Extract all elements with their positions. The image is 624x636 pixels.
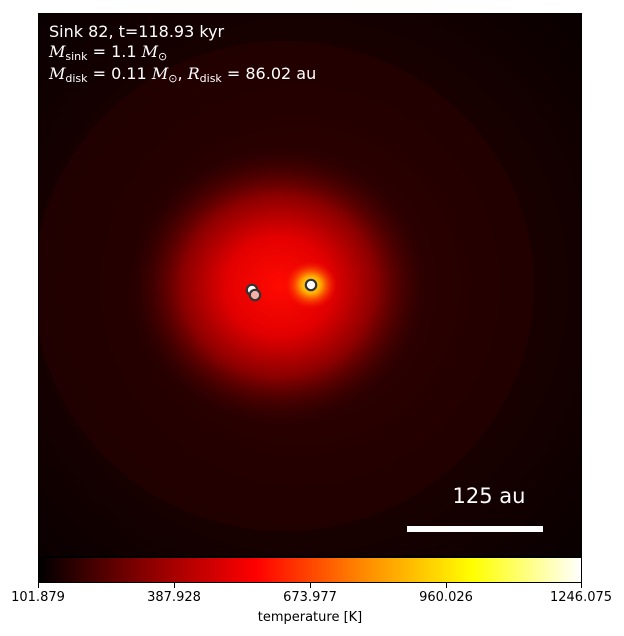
- hot-region: [129, 146, 429, 426]
- sink-mass-label: Msink = 1.1 M⊙: [49, 42, 168, 63]
- temperature-map: Sink 82, t=118.93 kyr Msink = 1.1 M⊙ Mdi…: [38, 13, 582, 557]
- colorbar-tick: [446, 583, 447, 588]
- colorbar-tick-label: 387.928: [147, 590, 201, 605]
- colorbar-tick: [174, 583, 175, 588]
- temperature-image: [39, 14, 581, 556]
- colorbar: [38, 557, 582, 583]
- colorbar-tick-label: 960.026: [419, 590, 473, 605]
- disk-label: Mdisk = 0.11 M⊙, Rdisk = 86.02 au: [49, 64, 317, 85]
- colorbar-tick: [38, 583, 39, 588]
- scale-bar-label: 125 au: [452, 484, 526, 508]
- sink-time-label: Sink 82, t=118.93 kyr: [49, 22, 225, 41]
- sink-left-lower: [248, 288, 262, 302]
- colorbar-tick: [581, 583, 582, 588]
- colorbar-tick-label: 1246.075: [549, 590, 613, 605]
- colorbar-label: temperature [K]: [257, 610, 363, 625]
- scale-bar: [407, 526, 543, 532]
- colorbar-tick-label: 101.879: [11, 590, 65, 605]
- sink-right: [304, 278, 318, 292]
- colorbar-tick-label: 673.977: [283, 590, 337, 605]
- colorbar-tick: [310, 583, 311, 588]
